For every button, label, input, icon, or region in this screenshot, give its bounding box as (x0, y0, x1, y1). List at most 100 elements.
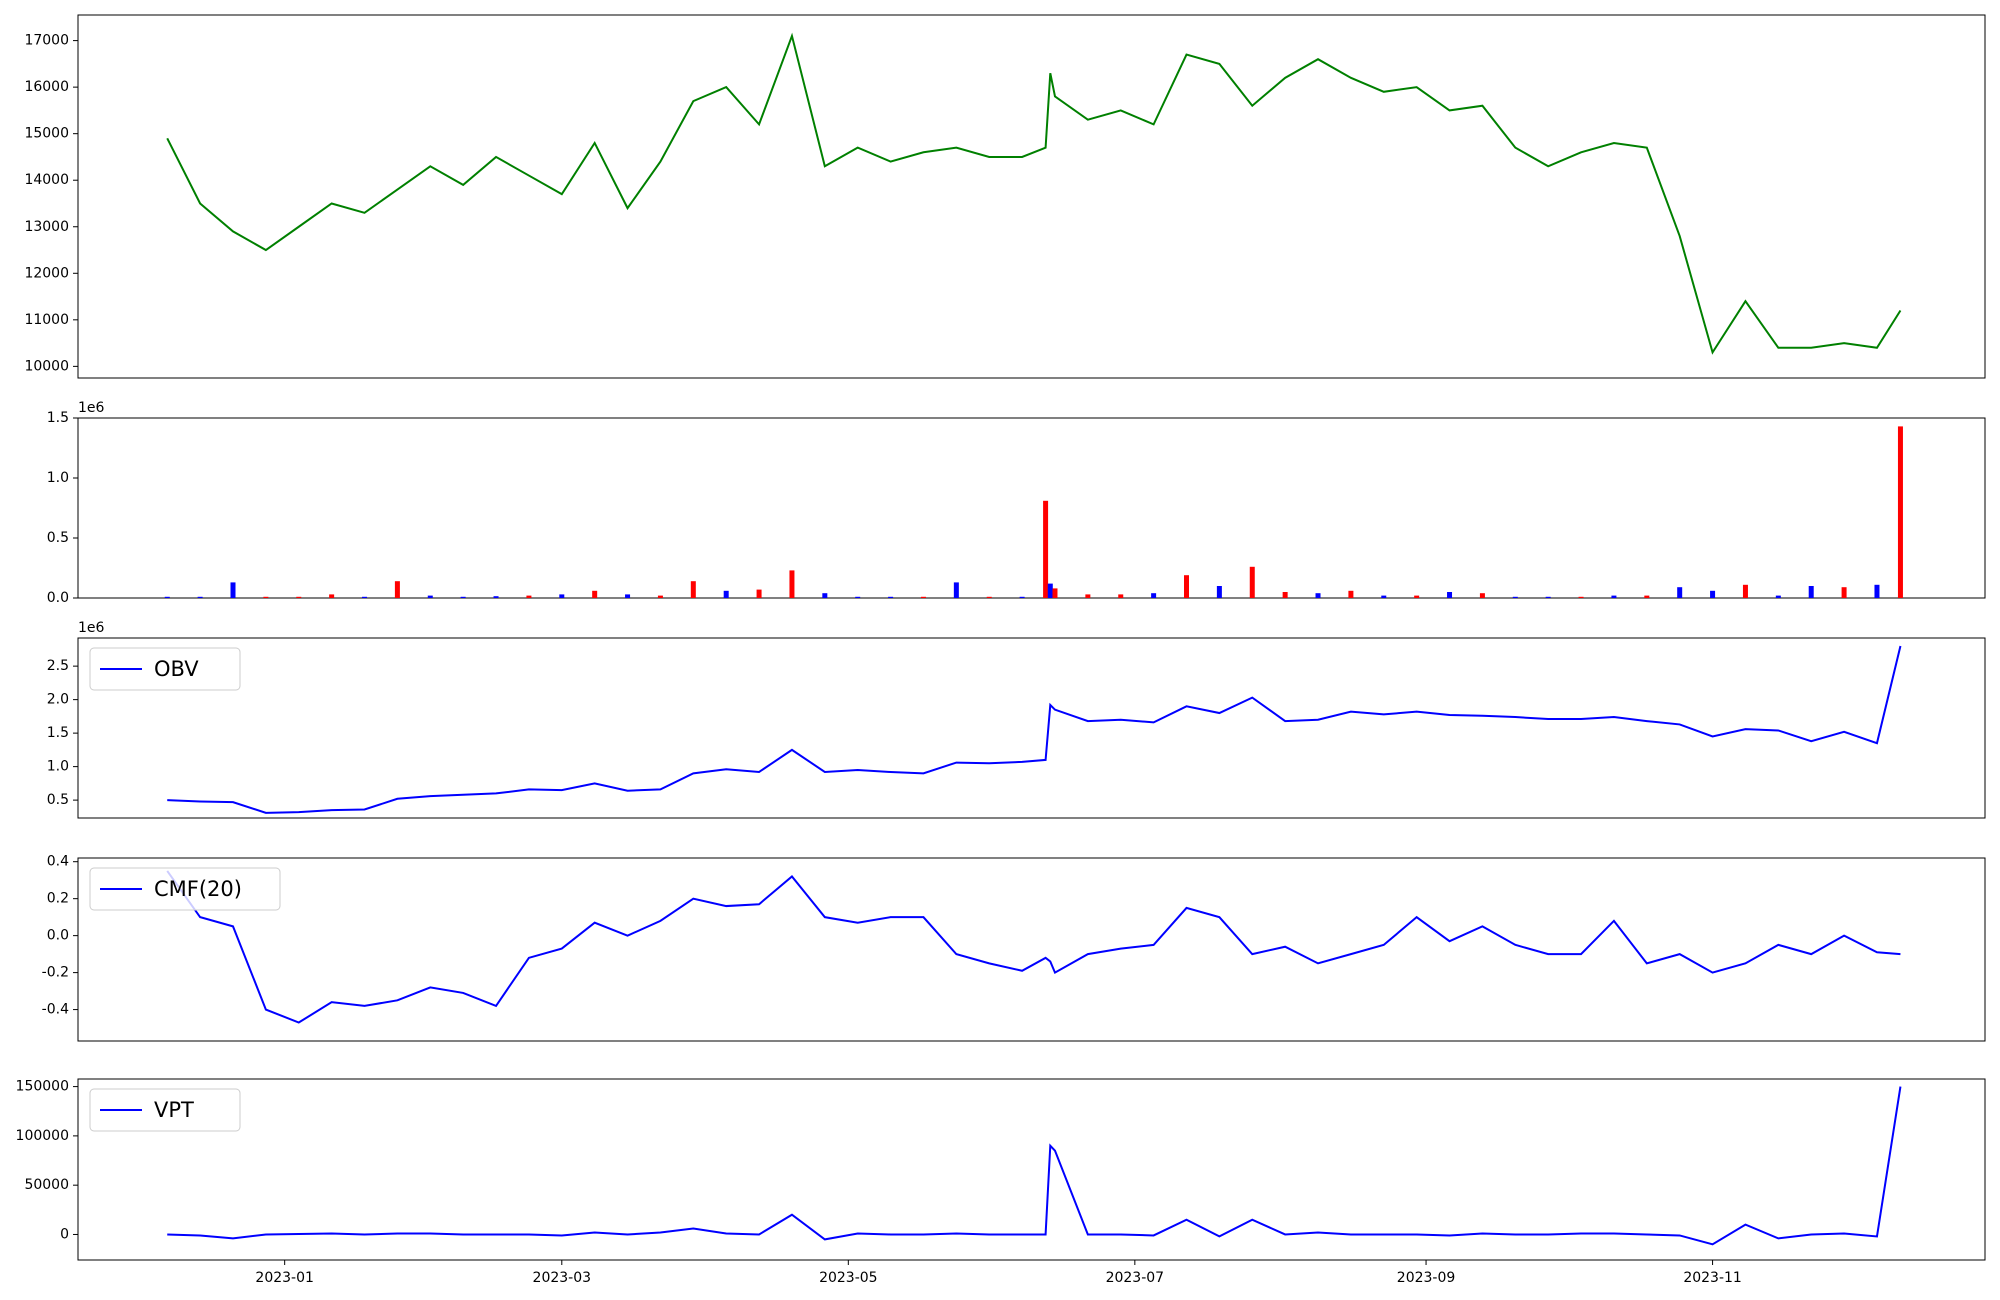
bar (1216, 586, 1222, 598)
x-tick-label: 2023-07 (1106, 1270, 1165, 1286)
bar (855, 596, 861, 598)
bar (1249, 566, 1255, 598)
bar (1414, 595, 1420, 598)
y-tick-label: -0.4 (42, 1002, 69, 1018)
legend-label: OBV (154, 657, 199, 681)
y-tick-label: 13000 (24, 219, 69, 235)
line (167, 645, 1902, 814)
y-tick-label: 16000 (24, 79, 69, 95)
bar (888, 596, 894, 598)
bar (1775, 595, 1781, 598)
axes-frame (77, 857, 1986, 1042)
y-tick-label: 1.5 (47, 410, 69, 426)
axes-frame (77, 637, 1986, 819)
y-tick-label: 2.5 (47, 658, 69, 674)
bar (197, 596, 203, 598)
x-tick-label: 2023-05 (819, 1270, 878, 1286)
y-tick-label: 15000 (24, 126, 69, 142)
x-tick-label: 2023-09 (1397, 1270, 1456, 1286)
y-tick-label: 12000 (24, 265, 69, 281)
bar (1348, 590, 1354, 598)
bar (756, 589, 762, 598)
bar (296, 596, 302, 598)
bar (559, 594, 565, 598)
bar (1085, 594, 1091, 598)
bar (263, 596, 269, 598)
line (166, 32, 1902, 355)
y-tick-label: 0.5 (47, 792, 69, 808)
bar (1874, 584, 1880, 598)
bar (1512, 596, 1518, 598)
bar (427, 595, 433, 598)
bar (1808, 586, 1814, 598)
bar (1545, 596, 1551, 598)
y-tick-label: 150000 (16, 1079, 69, 1095)
bar (657, 595, 663, 598)
y-tick-label: 11000 (24, 312, 69, 328)
y-tick-label: 1.0 (47, 470, 69, 486)
bar (592, 590, 598, 598)
y-tick-label: 1.5 (47, 725, 69, 741)
x-tick-label: 2023-01 (255, 1270, 314, 1286)
bar (1644, 595, 1650, 598)
bar (394, 581, 400, 598)
bar (1019, 596, 1025, 598)
bar (1611, 595, 1617, 598)
bar (953, 582, 959, 598)
y-tick-label: 1.0 (47, 759, 69, 775)
y-tick-label: 2.0 (47, 692, 69, 708)
bar (1841, 587, 1847, 598)
legend-label: VPT (154, 1098, 194, 1122)
bar (690, 581, 696, 598)
y-tick-label: 0.5 (47, 530, 69, 546)
axes-frame (77, 14, 1986, 379)
bar (1710, 590, 1716, 598)
axes-frame (77, 417, 1986, 599)
y-tick-label: 17000 (24, 33, 69, 49)
bar (1052, 588, 1058, 598)
bar (1184, 575, 1190, 598)
bar (493, 596, 499, 598)
bar (1118, 594, 1124, 598)
x-tick-label: 2023-03 (533, 1270, 592, 1286)
bar (1897, 426, 1903, 598)
bar (1043, 500, 1049, 598)
bar (1315, 593, 1321, 598)
y-tick-label: 0.0 (47, 928, 69, 944)
line (167, 1086, 1902, 1246)
legend-label: CMF(20) (154, 877, 242, 901)
x-tick-label: 2023-11 (1683, 1270, 1742, 1286)
bar (1479, 593, 1485, 598)
bar (1282, 592, 1288, 598)
legend-box (89, 1088, 241, 1132)
bar (526, 595, 532, 598)
y-tick-label: 0.0 (47, 590, 69, 606)
legend-box (89, 867, 281, 911)
bar (230, 582, 236, 598)
bar (986, 596, 992, 598)
bar (362, 596, 368, 598)
bar (789, 570, 795, 598)
bar (723, 590, 729, 598)
offset-text: 1e6 (78, 400, 105, 416)
y-tick-label: 0 (60, 1226, 69, 1242)
bar (1047, 583, 1053, 598)
bar (920, 596, 926, 598)
bar (1447, 592, 1453, 598)
line (166, 870, 1901, 1024)
bar (625, 594, 631, 598)
y-tick-label: -0.2 (42, 965, 69, 981)
bar (1151, 593, 1157, 598)
legend-box (89, 647, 241, 691)
y-tick-label: 50000 (24, 1177, 69, 1193)
offset-text: 1e6 (78, 620, 105, 636)
bar (1677, 587, 1683, 598)
bar (460, 596, 466, 598)
bar (164, 596, 170, 598)
bar (1742, 584, 1748, 598)
bar (1578, 596, 1584, 598)
y-tick-label: 0.4 (47, 854, 69, 870)
bar (822, 593, 828, 598)
y-tick-label: 10000 (24, 358, 69, 374)
